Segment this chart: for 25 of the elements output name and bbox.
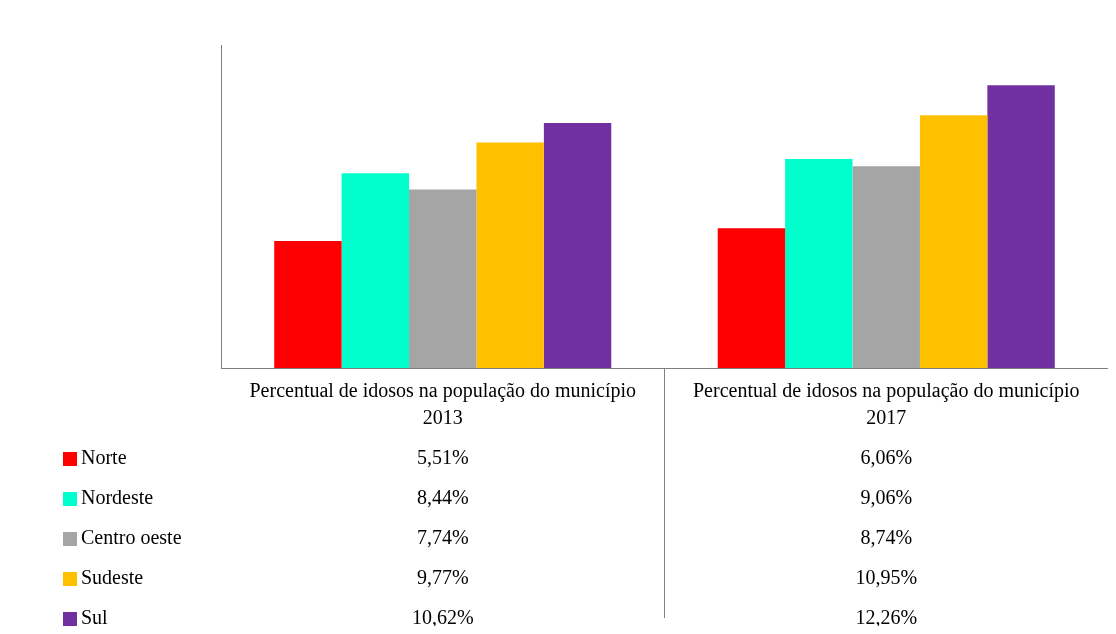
bar [852,166,920,368]
x-tick-label: Percentual de idosos na população do município 2013 [249,379,637,429]
data-label: 6,06% [860,446,913,469]
legend-label: Sudeste [81,566,144,589]
legend-label: Norte [81,446,127,469]
x-tick-label: Percentual de idosos na população do município 2017 [692,379,1080,429]
bar [987,85,1055,368]
bar [274,240,342,368]
data-label: 7,74% [416,526,469,549]
bar [476,142,544,368]
bar [543,122,612,368]
legend-label: Centro oeste [81,526,182,549]
data-label: 8,74% [860,526,913,549]
bar [717,228,786,368]
data-label: 9,77% [416,566,469,589]
legend-label: Nordeste [81,486,154,509]
legend-label: Sul [81,606,109,629]
data-label: 9,06% [860,486,913,509]
bar [785,158,853,368]
data-label: 8,44% [416,486,469,509]
data-label: 10,95% [855,566,918,589]
data-label: 5,51% [416,446,469,469]
bar [341,173,410,368]
bar [919,115,988,368]
bar [409,189,477,368]
